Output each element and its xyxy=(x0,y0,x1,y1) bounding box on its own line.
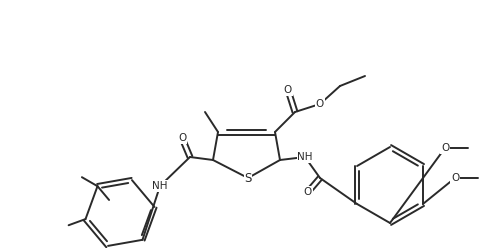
Text: O: O xyxy=(441,143,449,153)
Text: NH: NH xyxy=(297,152,313,162)
Text: S: S xyxy=(245,172,251,185)
Text: NH: NH xyxy=(152,181,168,191)
Text: O: O xyxy=(178,133,186,143)
Text: O: O xyxy=(284,85,292,95)
Text: O: O xyxy=(304,187,312,197)
Text: O: O xyxy=(451,173,459,183)
Text: NH: NH xyxy=(152,181,168,191)
Text: O: O xyxy=(316,99,324,109)
